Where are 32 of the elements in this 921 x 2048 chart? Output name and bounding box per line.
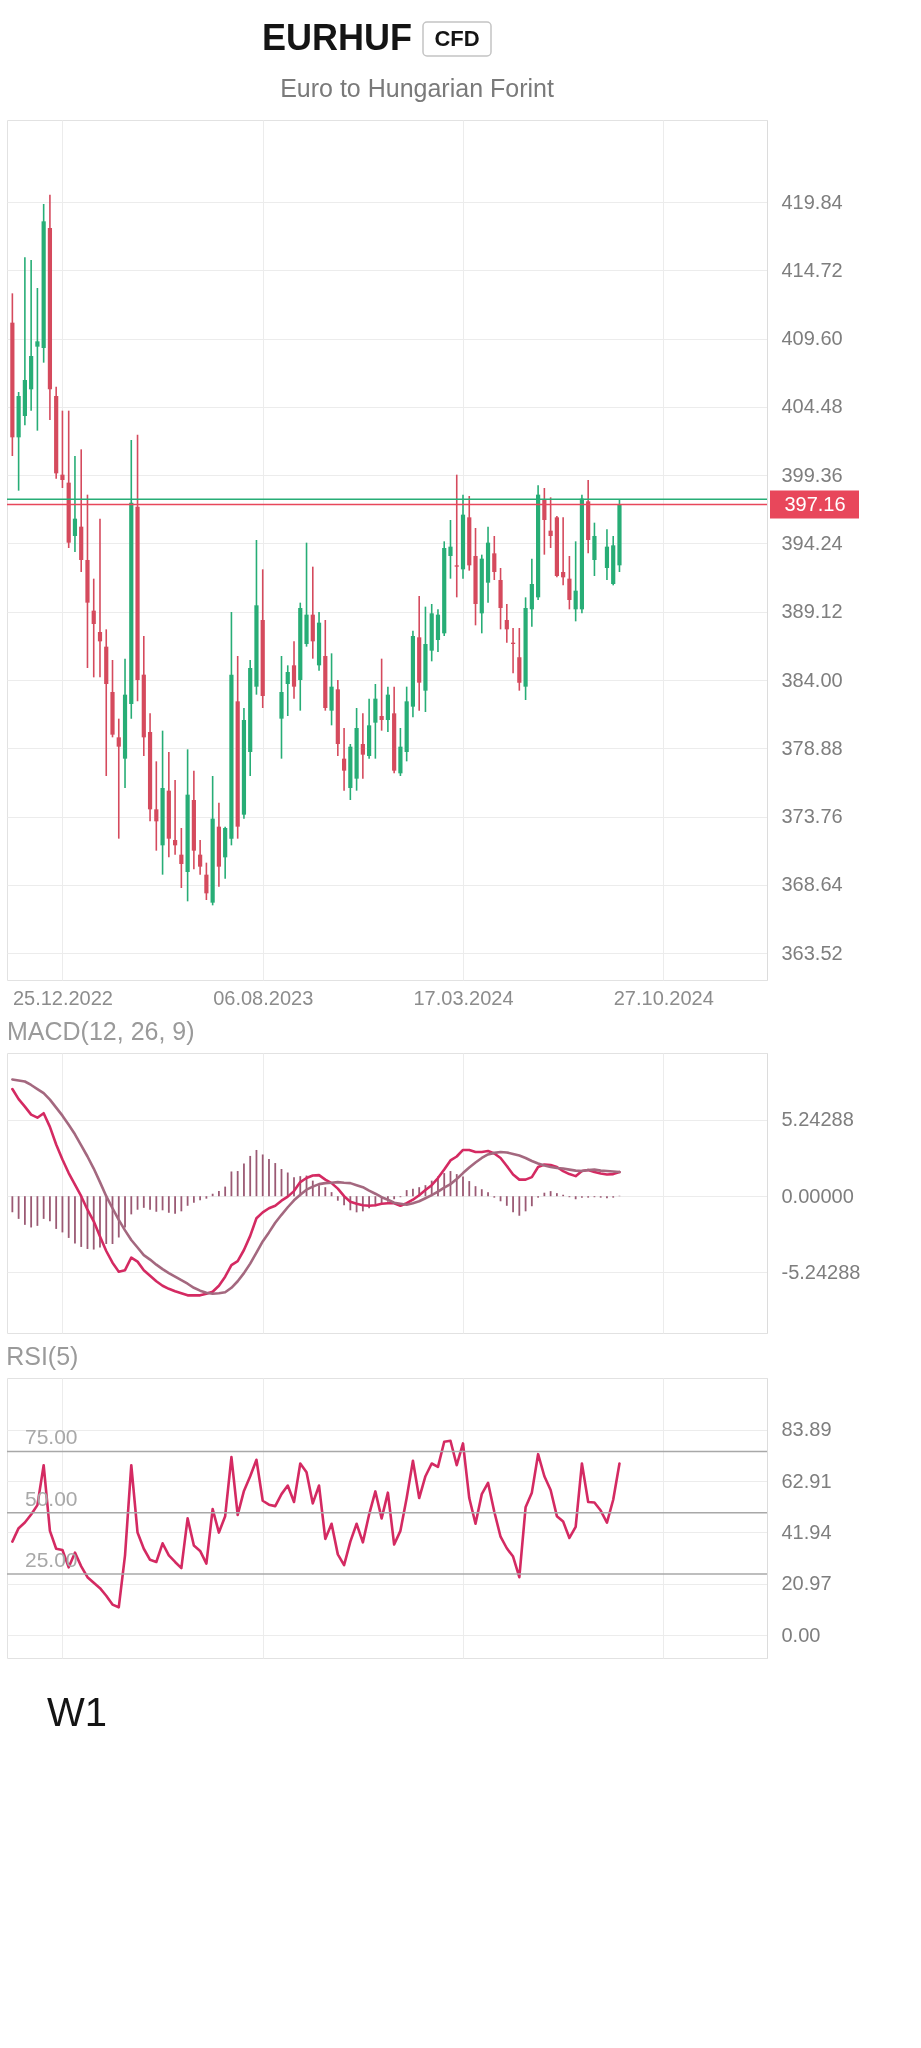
y-tick-label: 41.94 xyxy=(781,1520,832,1543)
y-tick-label: -5.24288 xyxy=(781,1260,861,1283)
y-tick-label: 404.48 xyxy=(781,395,843,418)
y-tick-label: 384.00 xyxy=(781,668,843,691)
x-tick-label: 25.12.2022 xyxy=(12,986,113,1009)
y-tick-label: 373.76 xyxy=(781,805,843,828)
y-tick-label: 0.00000 xyxy=(781,1184,854,1207)
text: CFD xyxy=(434,26,480,51)
y-tick-label: 414.72 xyxy=(781,258,843,281)
chart-subtitle: Euro to Hungarian Forint xyxy=(280,74,554,102)
y-tick-label: 368.64 xyxy=(781,873,843,896)
y-tick-label: 378.88 xyxy=(781,736,843,759)
ref-line-label: 397.16 xyxy=(784,492,846,515)
ref-line-label: 75.00 xyxy=(25,1425,78,1449)
x-tick-label: 17.03.2024 xyxy=(413,986,514,1009)
y-tick-label: 389.12 xyxy=(781,600,843,623)
y-tick-label: 409.60 xyxy=(781,327,843,350)
y-tick-label: 394.24 xyxy=(781,531,843,554)
y-tick-label: 62.91 xyxy=(781,1469,832,1492)
chart-title: MACD(12, 26, 9) xyxy=(7,1017,195,1045)
y-tick-label: 419.84 xyxy=(781,190,843,213)
y-tick-label: 0.00 xyxy=(781,1623,821,1646)
chart-title: RSI(5) xyxy=(6,1342,79,1370)
x-tick-label: 27.10.2024 xyxy=(613,986,714,1009)
y-tick-label: 363.52 xyxy=(781,941,843,964)
y-tick-label: 83.89 xyxy=(781,1418,832,1441)
chart-title: EURHUF xyxy=(262,17,412,58)
y-tick-label: 20.97 xyxy=(781,1572,832,1595)
text: W1 xyxy=(47,1690,107,1734)
y-tick-label: 399.36 xyxy=(781,463,843,486)
x-tick-label: 06.08.2023 xyxy=(213,986,314,1009)
y-tick-label: 5.24288 xyxy=(781,1108,854,1131)
